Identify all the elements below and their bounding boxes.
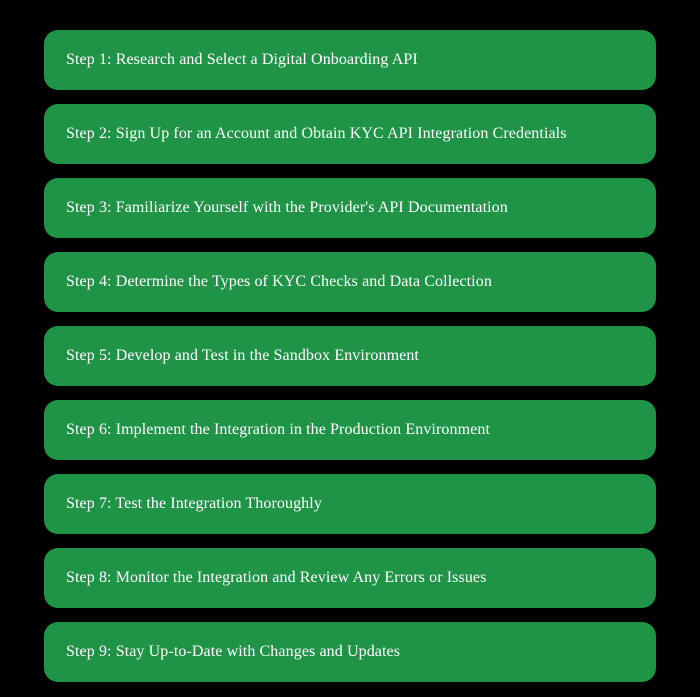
step-label: Step 7: Test the Integration Thoroughly	[66, 495, 322, 513]
step-card-6: Step 6: Implement the Integration in the…	[44, 400, 656, 460]
step-card-3: Step 3: Familiarize Yourself with the Pr…	[44, 178, 656, 238]
step-card-4: Step 4: Determine the Types of KYC Check…	[44, 252, 656, 312]
step-card-8: Step 8: Monitor the Integration and Revi…	[44, 548, 656, 608]
step-label: Step 3: Familiarize Yourself with the Pr…	[66, 199, 508, 217]
step-label: Step 2: Sign Up for an Account and Obtai…	[66, 125, 567, 143]
step-label: Step 9: Stay Up-to-Date with Changes and…	[66, 643, 400, 661]
step-card-7: Step 7: Test the Integration Thoroughly	[44, 474, 656, 534]
step-card-2: Step 2: Sign Up for an Account and Obtai…	[44, 104, 656, 164]
step-label: Step 4: Determine the Types of KYC Check…	[66, 273, 492, 291]
step-label: Step 8: Monitor the Integration and Revi…	[66, 569, 486, 587]
step-card-1: Step 1: Research and Select a Digital On…	[44, 30, 656, 90]
step-card-9: Step 9: Stay Up-to-Date with Changes and…	[44, 622, 656, 682]
step-label: Step 1: Research and Select a Digital On…	[66, 51, 418, 69]
step-label: Step 5: Develop and Test in the Sandbox …	[66, 347, 419, 365]
step-label: Step 6: Implement the Integration in the…	[66, 421, 490, 439]
step-card-5: Step 5: Develop and Test in the Sandbox …	[44, 326, 656, 386]
